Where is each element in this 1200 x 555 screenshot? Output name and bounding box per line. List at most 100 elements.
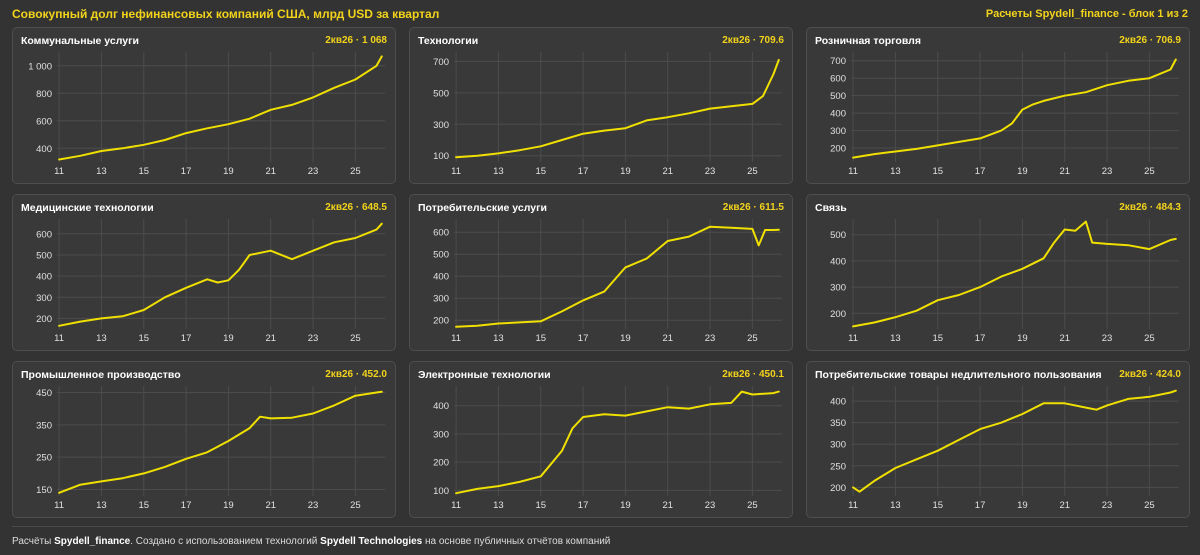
footer-author: Spydell_finance xyxy=(54,536,131,547)
x-tick-label: 25 xyxy=(1144,166,1155,177)
x-tick-label: 25 xyxy=(747,500,758,511)
x-tick-label: 13 xyxy=(96,500,107,511)
y-tick-label: 300 xyxy=(433,429,449,440)
chart-grid: Коммунальные услуги 2кв26 · 1 068 400 600 80… xyxy=(12,27,1192,518)
y-tick-label: 300 xyxy=(433,120,449,131)
chart-title: Потребительские товары недлительного пол… xyxy=(815,369,1102,381)
x-tick-label: 17 xyxy=(181,500,192,511)
y-tick-label: 100 xyxy=(433,486,449,497)
series-line xyxy=(58,390,383,494)
x-tick-label: 17 xyxy=(975,333,986,344)
y-tick-label: 500 xyxy=(830,230,846,241)
x-tick-label: 25 xyxy=(747,333,758,344)
x-tick-label: 15 xyxy=(535,333,546,344)
x-tick-label: 15 xyxy=(932,500,943,511)
y-tick-label: 400 xyxy=(433,272,449,283)
x-tick-label: 13 xyxy=(890,333,901,344)
x-tick-label: 19 xyxy=(223,333,234,344)
footer-middle: . Создано с использованием технологий xyxy=(130,536,321,547)
x-tick-label: 15 xyxy=(932,333,943,344)
x-tick-label: 23 xyxy=(1102,333,1113,344)
last-value-label: 2кв26 · 450.1 xyxy=(722,369,784,380)
y-tick-label: 400 xyxy=(36,272,52,283)
x-tick-label: 19 xyxy=(223,500,234,511)
series-line xyxy=(455,225,780,328)
last-value-label: 2кв26 · 709.6 xyxy=(722,35,784,46)
x-tick-label: 13 xyxy=(96,166,107,177)
x-tick-label: 17 xyxy=(578,166,589,177)
last-value-label: 2кв26 · 706.9 xyxy=(1119,35,1181,46)
chart-panel: Потребительские услуги 2кв26 · 611.5 200 30… xyxy=(409,194,793,351)
x-tick-label: 25 xyxy=(1144,333,1155,344)
footer-tech: Spydell Technologies xyxy=(320,536,423,547)
x-tick-label: 21 xyxy=(265,500,276,511)
y-tick-label: 200 xyxy=(433,458,449,469)
x-tick-label: 15 xyxy=(932,166,943,177)
series-line xyxy=(455,390,780,495)
y-tick-label: 500 xyxy=(433,88,449,99)
chart-panel: Коммунальные услуги 2кв26 · 1 068 400 600 80… xyxy=(12,27,396,184)
x-tick-label: 21 xyxy=(1059,333,1070,344)
x-tick-label: 15 xyxy=(138,166,149,177)
x-tick-label: 11 xyxy=(54,333,64,344)
chart-panel: Связь 2кв26 · 484.3 200 300 400 500 11 13 15 17 19… xyxy=(806,194,1190,351)
line-chart: 200 300 400 500 600 700 11 13 15 17 19 21 23 25 xyxy=(830,52,1179,177)
x-tick-label: 17 xyxy=(578,500,589,511)
x-tick-label: 25 xyxy=(350,333,361,344)
x-tick-label: 17 xyxy=(578,333,589,344)
y-tick-label: 300 xyxy=(830,440,846,451)
x-tick-label: 21 xyxy=(662,333,673,344)
series-line xyxy=(58,55,383,161)
x-tick-label: 11 xyxy=(54,166,64,177)
y-tick-label: 200 xyxy=(830,309,846,320)
y-tick-label: 500 xyxy=(830,91,846,102)
x-tick-label: 15 xyxy=(535,166,546,177)
y-tick-label: 700 xyxy=(433,57,449,68)
chart-panel: Розничная торговля 2кв26 · 706.9 200 300 400… xyxy=(806,27,1190,184)
x-tick-label: 11 xyxy=(848,500,858,511)
chart-panel: Промышленное производство 2кв26 · 452.0 15… xyxy=(12,361,396,518)
y-tick-label: 300 xyxy=(433,294,449,305)
series-line xyxy=(852,220,1177,328)
x-tick-label: 23 xyxy=(308,500,319,511)
y-tick-label: 200 xyxy=(830,483,846,494)
x-tick-label: 21 xyxy=(1059,166,1070,177)
y-tick-label: 250 xyxy=(36,453,52,464)
x-tick-label: 17 xyxy=(975,500,986,511)
y-tick-label: 600 xyxy=(36,116,52,127)
line-chart: 400 600 800 1 000 11 13 15 17 19 21 23 25 xyxy=(28,52,385,177)
x-tick-label: 23 xyxy=(1102,500,1113,511)
x-tick-label: 11 xyxy=(848,333,858,344)
line-chart: 200 250 300 350 400 11 13 15 17 19 21 23 25 xyxy=(830,386,1179,511)
x-tick-label: 19 xyxy=(620,500,631,511)
line-chart: 200 300 400 500 600 11 13 15 17 19 21 23 25 xyxy=(433,219,782,344)
y-tick-label: 400 xyxy=(433,401,449,412)
x-tick-label: 13 xyxy=(493,500,504,511)
line-chart: 150 250 350 450 11 13 15 17 19 21 23 25 xyxy=(36,386,385,511)
y-tick-label: 400 xyxy=(830,109,846,120)
chart-panel: Медицинские технологии 2кв26 · 648.5 200 30… xyxy=(12,194,396,351)
chart-title: Электронные технологии xyxy=(418,369,551,381)
y-tick-label: 400 xyxy=(830,397,846,408)
footer-prefix: Расчёты xyxy=(12,536,55,547)
x-tick-label: 21 xyxy=(265,333,276,344)
y-tick-label: 600 xyxy=(36,229,52,240)
chart-panel: Электронные технологии 2кв26 · 450.1 100 20… xyxy=(409,361,793,518)
x-tick-label: 25 xyxy=(350,166,361,177)
chart-title: Коммунальные услуги xyxy=(21,35,139,47)
x-tick-label: 23 xyxy=(308,333,319,344)
x-tick-label: 19 xyxy=(223,166,234,177)
footer-note: Расчёты Spydell_finance. Создано с испол… xyxy=(12,536,610,547)
y-tick-label: 350 xyxy=(36,420,52,431)
x-tick-label: 13 xyxy=(890,166,901,177)
series-line xyxy=(852,58,1177,159)
chart-title: Промышленное производство xyxy=(21,369,181,381)
x-tick-label: 15 xyxy=(535,500,546,511)
x-tick-label: 17 xyxy=(975,166,986,177)
x-tick-label: 13 xyxy=(890,500,901,511)
x-tick-label: 25 xyxy=(350,500,361,511)
chart-title: Медицинские технологии xyxy=(21,202,154,214)
x-tick-label: 23 xyxy=(308,166,319,177)
page-title: Совокупный долг нефинансовых компаний СШ… xyxy=(12,7,440,21)
x-tick-label: 13 xyxy=(493,333,504,344)
